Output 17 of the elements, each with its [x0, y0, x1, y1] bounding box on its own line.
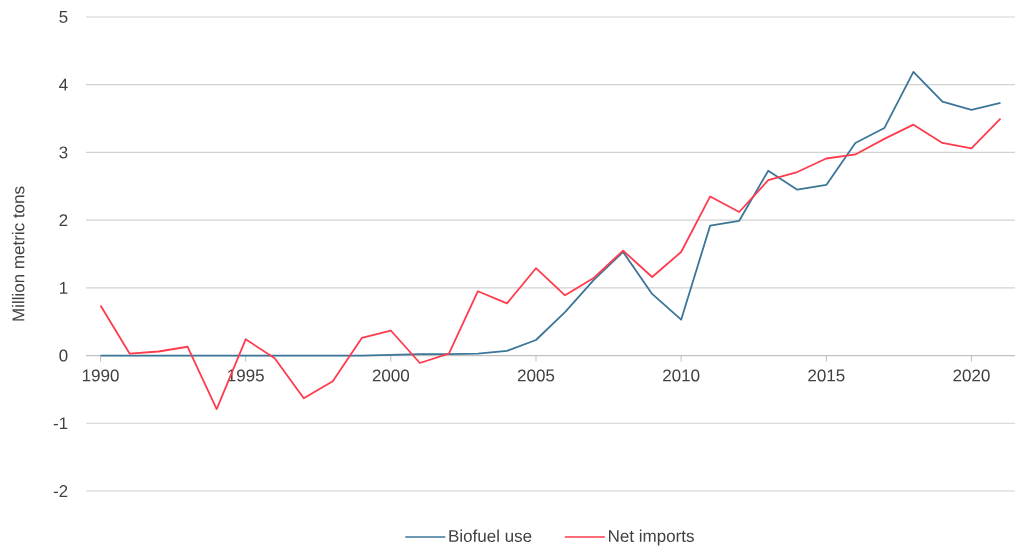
x-tick-label: 2020 [953, 369, 990, 382]
y-tick-label: 0 [59, 349, 68, 362]
y-tick-label: 1 [59, 281, 68, 294]
y-tick-label: 4 [59, 78, 68, 91]
legend-label: Biofuel use [449, 529, 532, 543]
y-tick-label: -1 [53, 417, 68, 430]
x-tick-label: 2010 [663, 369, 700, 382]
y-tick-label: 3 [59, 146, 68, 159]
x-tick-label: 2000 [372, 369, 410, 382]
x-tick-label: 2015 [808, 369, 845, 382]
x-tick-label: 2005 [517, 369, 555, 382]
y-tick-label: -2 [53, 485, 68, 497]
y-tick-label: 2 [59, 214, 68, 227]
legend-label: Net imports [609, 529, 694, 546]
x-tick-label: 1990 [82, 369, 119, 382]
y-axis-title: Million metric tons [11, 186, 25, 321]
y-tick-label: 5 [59, 11, 68, 23]
